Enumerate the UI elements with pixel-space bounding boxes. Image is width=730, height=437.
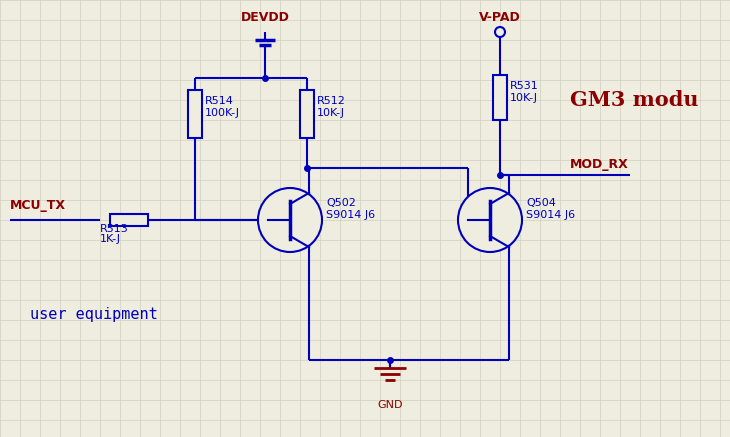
Circle shape (495, 27, 505, 37)
Bar (493, 75, 507, 120)
Text: DEVDD: DEVDD (241, 11, 289, 24)
Text: 1K-J: 1K-J (100, 234, 121, 244)
Text: R513: R513 (100, 224, 128, 234)
Text: Q502: Q502 (326, 198, 356, 208)
Text: MOD_RX: MOD_RX (570, 158, 629, 171)
Text: 10K-J: 10K-J (510, 93, 538, 103)
Text: R531: R531 (510, 81, 539, 91)
Text: S9014 J6: S9014 J6 (526, 210, 575, 220)
Text: 100K-J: 100K-J (205, 108, 240, 118)
Text: S9014 J6: S9014 J6 (326, 210, 375, 220)
Text: V-PAD: V-PAD (479, 11, 521, 24)
Text: Q504: Q504 (526, 198, 556, 208)
Circle shape (458, 188, 522, 252)
Text: 10K-J: 10K-J (317, 108, 345, 118)
Text: GND: GND (377, 400, 403, 410)
Bar (300, 90, 314, 138)
Bar (110, 214, 148, 226)
Text: GM3 modu: GM3 modu (570, 90, 699, 110)
Text: R512: R512 (317, 96, 346, 106)
Text: R514: R514 (205, 96, 234, 106)
Bar (188, 90, 202, 138)
Text: MCU_TX: MCU_TX (10, 199, 66, 212)
Circle shape (258, 188, 322, 252)
Text: user equipment: user equipment (30, 308, 158, 323)
